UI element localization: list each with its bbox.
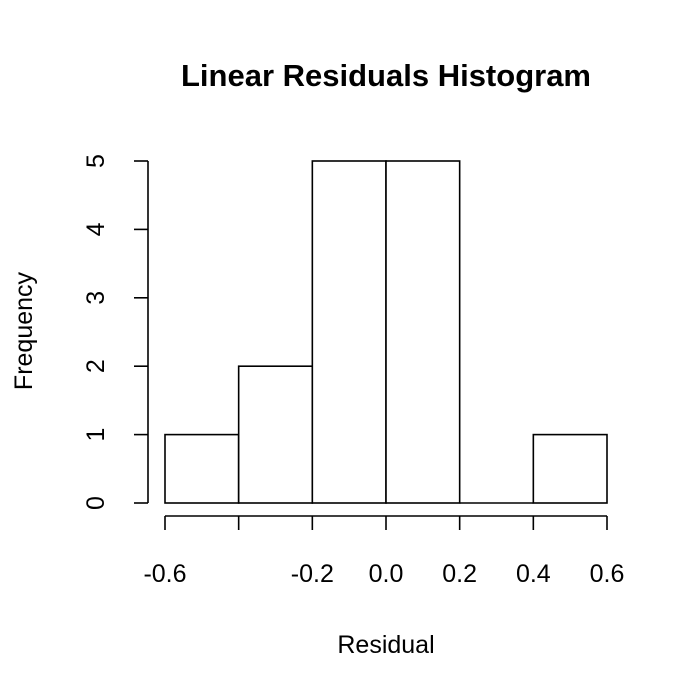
x-tick-label: 0.4 <box>516 560 551 588</box>
histogram-bar <box>385 160 461 504</box>
x-tick-label: -0.6 <box>143 560 186 588</box>
y-tick-label: 2 <box>82 359 110 373</box>
x-tick-label: 0.2 <box>442 560 477 588</box>
x-axis-label: Residual <box>337 631 434 659</box>
histogram-bar <box>532 433 608 504</box>
y-axis-label: Frequency <box>10 271 38 390</box>
x-axis: -0.6 -0.2 0.0 0.2 0.4 0.6 <box>143 515 625 588</box>
x-tick-label: 0.6 <box>590 560 625 588</box>
y-tick-label: 4 <box>82 222 110 236</box>
y-tick-label: 1 <box>82 428 110 442</box>
chart-title: Linear Residuals Histogram <box>181 58 591 93</box>
y-tick-label: 0 <box>82 496 110 510</box>
y-tick-label: 3 <box>82 291 110 305</box>
x-tick-label: 0.0 <box>369 560 404 588</box>
histogram-bar <box>164 433 240 504</box>
x-tick-label: -0.2 <box>291 560 334 588</box>
y-tick-label: 5 <box>82 154 110 168</box>
y-axis: 0 1 2 3 4 5 <box>82 154 149 510</box>
histogram-bar <box>311 160 387 504</box>
histogram-bar <box>237 365 314 504</box>
bars-group <box>164 160 608 504</box>
